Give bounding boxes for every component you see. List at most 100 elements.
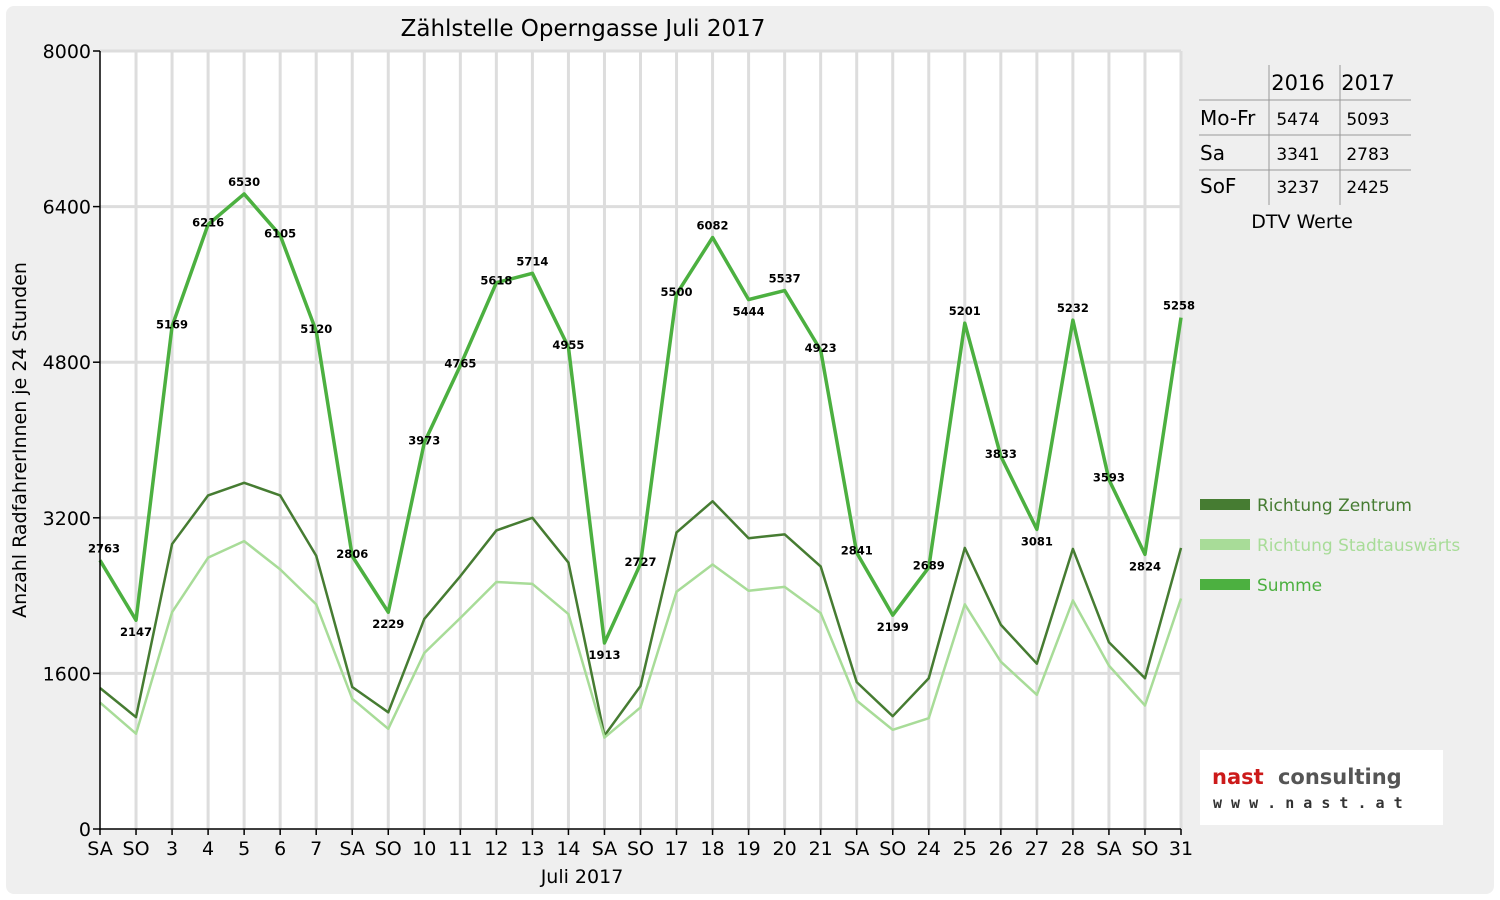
data-label: 2147 bbox=[120, 625, 152, 639]
y-tick-label: 8000 bbox=[43, 41, 91, 63]
data-label: 2841 bbox=[841, 544, 873, 558]
data-label: 3081 bbox=[1021, 534, 1053, 548]
data-label: 6105 bbox=[264, 226, 296, 240]
series-line-summe bbox=[98, 192, 1183, 645]
legend-swatch-zentrum bbox=[1200, 499, 1250, 510]
dtv-cell: 5093 bbox=[1346, 110, 1389, 130]
data-labels: 2763 2147 5169 6216 6530 6105 5120 2806 2229 3973… bbox=[88, 175, 1195, 662]
x-tick-label: 14 bbox=[556, 838, 580, 860]
x-tick-label: 26 bbox=[989, 838, 1013, 860]
data-label: 2824 bbox=[1129, 559, 1161, 573]
dtv-row-label: Mo-Fr bbox=[1200, 106, 1256, 130]
data-label: 5201 bbox=[949, 304, 981, 318]
data-label: 4923 bbox=[805, 341, 837, 355]
data-label: 6216 bbox=[192, 215, 224, 229]
series-line-zentrum bbox=[99, 481, 1183, 737]
x-tick-label: SO bbox=[879, 838, 906, 860]
data-label: 5444 bbox=[733, 305, 765, 319]
x-tick-label: 5 bbox=[238, 838, 250, 860]
data-label: 3833 bbox=[985, 447, 1017, 461]
dtv-table: 2016 2017 Mo-Fr 5474 5093 Sa 3341 2783 S… bbox=[1199, 65, 1411, 233]
legend: Richtung Zentrum Richtung Stadtauswärts … bbox=[1200, 496, 1460, 596]
data-label: 2806 bbox=[336, 547, 368, 561]
y-tick-label: 6400 bbox=[43, 197, 91, 219]
x-axis-ticks: SA SO 3 4 5 6 7 SA SO 10 11 12 13 14 SA SO 17 18 19 20 21 SA S… bbox=[87, 829, 1193, 860]
data-label: 5120 bbox=[300, 322, 332, 336]
legend-label-zentrum: Richtung Zentrum bbox=[1257, 496, 1412, 516]
data-label: 1913 bbox=[588, 648, 620, 662]
data-label: 2727 bbox=[624, 555, 656, 569]
nast-consulting-logo: nast consulting w w w . n a s t . a t bbox=[1200, 750, 1443, 825]
y-tick-label: 1600 bbox=[43, 663, 91, 685]
x-tick-label: 11 bbox=[448, 838, 472, 860]
dtv-cell: 2783 bbox=[1346, 145, 1389, 165]
data-label: 5258 bbox=[1163, 299, 1195, 313]
data-label: 2763 bbox=[88, 541, 120, 555]
data-label: 6530 bbox=[228, 175, 260, 189]
x-tick-label: 6 bbox=[274, 838, 286, 860]
y-tick-label: 4800 bbox=[43, 352, 91, 374]
x-tick-label: SA bbox=[87, 838, 112, 860]
data-label: 5169 bbox=[156, 317, 188, 331]
dtv-col-2017: 2017 bbox=[1341, 71, 1394, 95]
logo-consulting: consulting bbox=[1278, 765, 1402, 789]
x-tick-label: SO bbox=[375, 838, 402, 860]
logo-url: w w w . n a s t . a t bbox=[1213, 794, 1403, 812]
x-tick-label: 18 bbox=[700, 838, 724, 860]
data-label: 5500 bbox=[661, 285, 693, 299]
data-label: 4765 bbox=[444, 357, 476, 371]
series-line-stadtauswaerts bbox=[99, 539, 1183, 739]
y-axis-title: Anzahl RadfahrerInnen je 24 Stunden bbox=[9, 262, 31, 618]
series-lines bbox=[98, 192, 1183, 739]
logo-background bbox=[1200, 750, 1443, 825]
x-tick-label: 27 bbox=[1025, 838, 1049, 860]
grid-lines bbox=[100, 49, 1183, 829]
x-tick-label: 28 bbox=[1061, 838, 1085, 860]
data-label: 4955 bbox=[552, 338, 584, 352]
x-tick-label: SO bbox=[123, 838, 150, 860]
dtv-cell: 5474 bbox=[1276, 110, 1319, 130]
x-tick-label: 31 bbox=[1169, 838, 1193, 860]
data-label: 3973 bbox=[408, 434, 440, 448]
data-label: 2199 bbox=[877, 620, 909, 634]
x-tick-label: 20 bbox=[773, 838, 797, 860]
x-tick-label: 25 bbox=[953, 838, 977, 860]
y-axis-ticks: 0 1600 3200 4800 6400 8000 bbox=[43, 41, 100, 841]
data-label: 2229 bbox=[372, 617, 404, 631]
dtv-caption: DTV Werte bbox=[1251, 211, 1353, 233]
data-label: 3593 bbox=[1093, 471, 1125, 485]
dtv-cell: 3237 bbox=[1276, 178, 1319, 198]
x-tick-label: 13 bbox=[520, 838, 544, 860]
x-tick-label: SO bbox=[1131, 838, 1158, 860]
legend-swatch-summe bbox=[1200, 579, 1250, 590]
x-axis-title: Juli 2017 bbox=[540, 866, 624, 888]
x-tick-label: 12 bbox=[484, 838, 508, 860]
dtv-row-label: Sa bbox=[1200, 141, 1225, 165]
logo-text: nast consulting bbox=[1212, 765, 1402, 789]
x-tick-label: 24 bbox=[917, 838, 941, 860]
data-label: 5232 bbox=[1057, 301, 1089, 315]
x-tick-label: SA bbox=[844, 838, 869, 860]
legend-label-stadtauswaerts: Richtung Stadtauswärts bbox=[1257, 536, 1460, 556]
x-tick-label: SA bbox=[592, 838, 617, 860]
x-tick-label: 10 bbox=[412, 838, 436, 860]
y-tick-label: 0 bbox=[79, 819, 91, 841]
x-tick-label: 21 bbox=[809, 838, 833, 860]
data-label: 5537 bbox=[769, 272, 801, 286]
data-label: 2689 bbox=[913, 558, 945, 572]
x-tick-label: 17 bbox=[664, 838, 688, 860]
legend-swatch-stadtauswaerts bbox=[1200, 539, 1250, 550]
x-tick-label: SA bbox=[1096, 838, 1121, 860]
data-label: 6082 bbox=[697, 219, 729, 233]
dtv-row-label: SoF bbox=[1200, 174, 1236, 198]
x-tick-label: 3 bbox=[166, 838, 178, 860]
data-label: 5714 bbox=[516, 254, 548, 268]
legend-label-summe: Summe bbox=[1257, 576, 1322, 596]
dtv-cell: 2425 bbox=[1346, 178, 1389, 198]
x-tick-label: 7 bbox=[310, 838, 322, 860]
x-tick-label: 19 bbox=[737, 838, 761, 860]
dtv-col-2016: 2016 bbox=[1271, 71, 1324, 95]
x-tick-label: SO bbox=[627, 838, 654, 860]
logo-nast: nast bbox=[1212, 765, 1264, 789]
